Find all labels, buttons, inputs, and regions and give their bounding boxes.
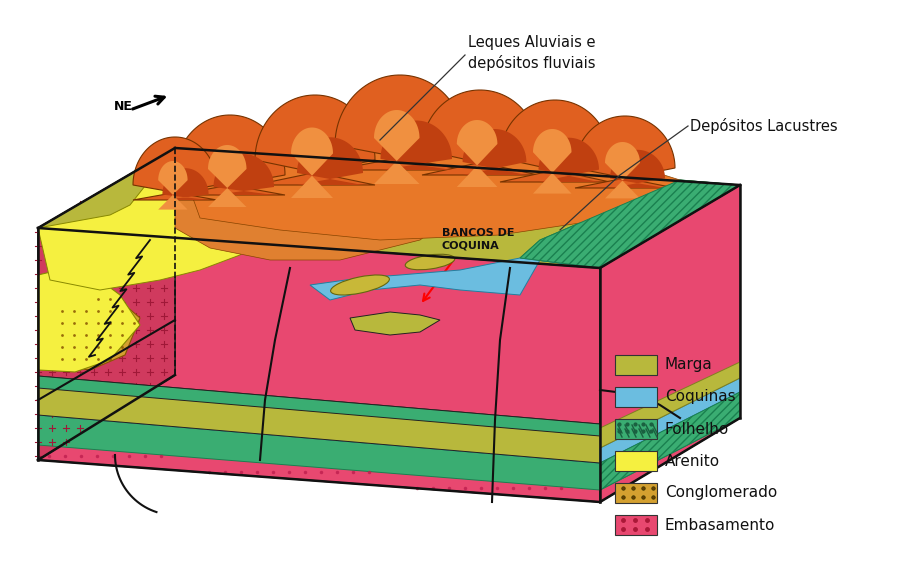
- Polygon shape: [457, 120, 497, 187]
- Polygon shape: [600, 392, 740, 490]
- Polygon shape: [533, 129, 572, 194]
- Text: Conglomerado: Conglomerado: [665, 485, 777, 501]
- Text: Arenito: Arenito: [665, 453, 720, 468]
- Polygon shape: [38, 376, 600, 436]
- Bar: [615, 419, 657, 439]
- Text: Leques Aluviais e
depósitos fluviais: Leques Aluviais e depósitos fluviais: [468, 35, 595, 71]
- Polygon shape: [310, 258, 600, 300]
- Polygon shape: [133, 137, 217, 200]
- Ellipse shape: [331, 275, 389, 295]
- Polygon shape: [422, 90, 538, 175]
- Polygon shape: [175, 130, 480, 260]
- Polygon shape: [158, 161, 187, 210]
- Polygon shape: [208, 145, 246, 207]
- Polygon shape: [38, 376, 600, 463]
- Polygon shape: [605, 142, 640, 198]
- Polygon shape: [520, 180, 740, 268]
- Polygon shape: [381, 120, 452, 170]
- Polygon shape: [38, 148, 740, 268]
- Polygon shape: [600, 392, 740, 490]
- Polygon shape: [38, 148, 175, 460]
- Polygon shape: [463, 129, 526, 175]
- Text: Depósitos Lacustres: Depósitos Lacustres: [690, 118, 837, 134]
- Text: Coquinas: Coquinas: [665, 389, 735, 404]
- Polygon shape: [600, 362, 740, 448]
- Text: Marga: Marga: [665, 357, 713, 372]
- Text: NE: NE: [115, 100, 133, 114]
- Polygon shape: [38, 265, 140, 372]
- Polygon shape: [55, 292, 140, 370]
- Ellipse shape: [405, 254, 454, 270]
- Text: Embasamento: Embasamento: [665, 517, 775, 533]
- Polygon shape: [600, 185, 740, 502]
- Polygon shape: [575, 116, 675, 188]
- Text: BANCOS DE
COQUINA: BANCOS DE COQUINA: [442, 228, 514, 251]
- Polygon shape: [500, 100, 610, 182]
- Polygon shape: [214, 154, 274, 195]
- Polygon shape: [255, 95, 375, 185]
- Bar: [615, 515, 657, 535]
- Polygon shape: [38, 228, 600, 502]
- Polygon shape: [600, 378, 740, 463]
- Polygon shape: [374, 110, 419, 184]
- Polygon shape: [520, 180, 740, 268]
- Bar: [615, 483, 657, 503]
- Polygon shape: [291, 127, 333, 198]
- Polygon shape: [350, 312, 440, 335]
- Bar: [615, 451, 657, 471]
- Polygon shape: [297, 137, 363, 185]
- Polygon shape: [538, 138, 599, 182]
- Polygon shape: [600, 185, 740, 502]
- Bar: [615, 355, 657, 375]
- Polygon shape: [38, 415, 600, 490]
- Polygon shape: [38, 380, 600, 448]
- Polygon shape: [38, 148, 175, 460]
- Polygon shape: [38, 148, 280, 290]
- Polygon shape: [175, 130, 740, 240]
- Polygon shape: [38, 400, 600, 463]
- Polygon shape: [175, 115, 285, 195]
- Text: Folhelho: Folhelho: [665, 421, 729, 436]
- Polygon shape: [163, 168, 208, 200]
- Polygon shape: [335, 75, 465, 170]
- Bar: [615, 387, 657, 407]
- Polygon shape: [610, 150, 665, 188]
